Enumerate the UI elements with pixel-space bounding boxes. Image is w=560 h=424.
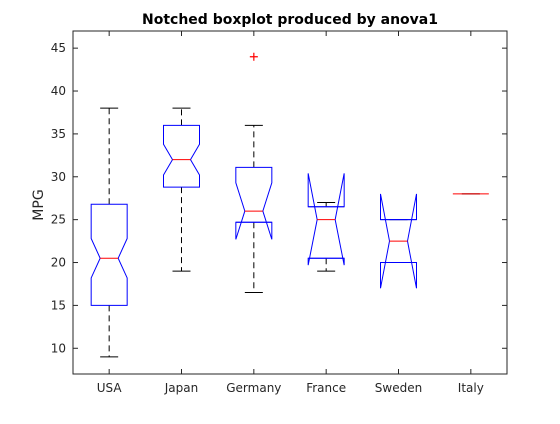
- x-tick-label: France: [306, 381, 346, 395]
- box-group: [163, 107, 200, 272]
- y-tick-label: 45: [51, 41, 66, 55]
- y-axis: 10 15 20 25 30 35 40 45: [51, 41, 507, 355]
- chart-title: Notched boxplot produced by anova1: [142, 12, 438, 28]
- x-tick-label: Germany: [226, 381, 281, 395]
- axes-box: [72, 30, 508, 375]
- y-tick-label: 20: [51, 256, 66, 270]
- box-body: [163, 124, 200, 188]
- x-tick-label: USA: [97, 381, 123, 395]
- outlier-marker: [249, 52, 258, 61]
- y-tick-label: 15: [51, 298, 66, 312]
- y-tick-label: 10: [51, 341, 66, 355]
- y-tick-label: 30: [51, 170, 66, 184]
- y-axis-label: MPG: [31, 189, 47, 220]
- plot-area: [90, 52, 489, 358]
- box-group: [235, 52, 273, 294]
- y-tick-label: 35: [51, 127, 66, 141]
- x-tick-label: Sweden: [375, 381, 422, 395]
- y-tick-label: 25: [51, 213, 66, 227]
- box-group: [307, 173, 345, 272]
- x-tick-label: Japan: [164, 381, 198, 395]
- x-tick-label: Italy: [458, 381, 484, 395]
- box-group: [90, 107, 128, 358]
- x-axis: USA Japan Germany France Sweden Italy: [97, 31, 484, 395]
- y-tick-label: 40: [51, 84, 66, 98]
- box-body: [90, 203, 128, 306]
- box-body: [235, 166, 273, 240]
- box-group: [380, 193, 417, 289]
